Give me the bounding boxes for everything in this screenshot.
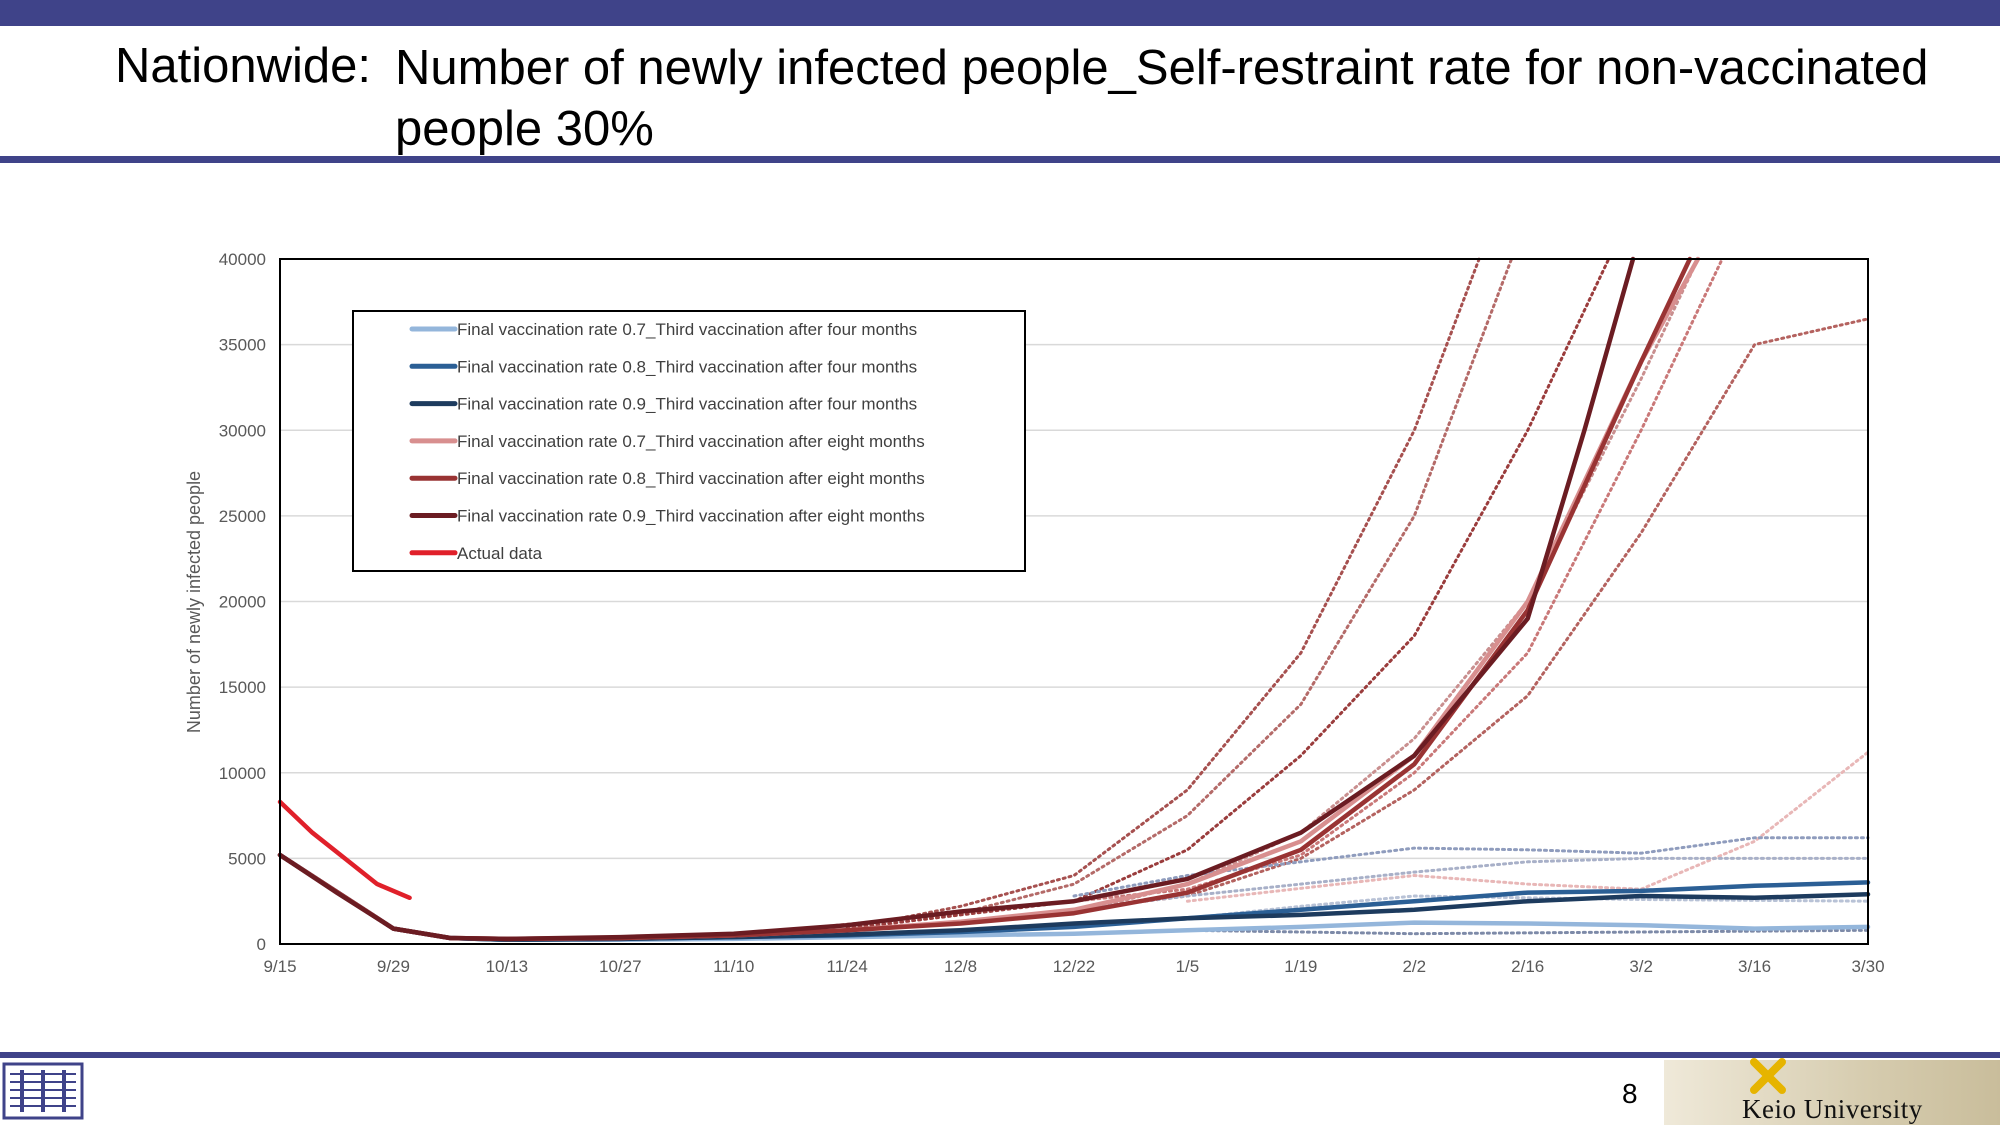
- keio-university-logo: Keio University: [1664, 1058, 2000, 1125]
- keio-university-wordmark: Keio University: [1742, 1094, 1923, 1124]
- y-tick-label: 35000: [219, 336, 266, 355]
- series-line: [277, 256, 1636, 942]
- legend-entry: Final vaccination rate 0.8_Third vaccina…: [457, 469, 925, 488]
- legend-entry: Final vaccination rate 0.9_Third vaccina…: [457, 507, 925, 526]
- x-tick-label: 10/13: [486, 957, 529, 976]
- x-tick-label: 3/30: [1851, 957, 1884, 976]
- x-tick-label: 2/16: [1511, 957, 1544, 976]
- x-tick-label: 1/5: [1176, 957, 1200, 976]
- x-tick-label: 9/29: [377, 957, 410, 976]
- chart-legend: Final vaccination rate 0.7_Third vaccina…: [352, 310, 1026, 572]
- legend-box: [352, 310, 1026, 572]
- y-tick-label: 30000: [219, 421, 266, 440]
- y-tick-label: 10000: [219, 764, 266, 783]
- chart-series: [277, 256, 1871, 942]
- y-tick-label: 25000: [219, 507, 266, 526]
- y-tick-label: 15000: [219, 678, 266, 697]
- title-divider: [0, 156, 2000, 163]
- x-tick-label: 12/22: [1053, 957, 1096, 976]
- line-chart: 0 5000 10000 15000 20000 25000 30000 35000 40000…: [184, 250, 1885, 976]
- y-tick-label: 40000: [219, 250, 266, 269]
- x-tick-label: 9/15: [263, 957, 296, 976]
- legend-entry: Final vaccination rate 0.7_Third vaccina…: [457, 320, 917, 339]
- y-axis-label: Number of newly infected people: [184, 471, 204, 733]
- y-tick-labels: 0 5000 10000 15000 20000 25000 30000 35000 40000: [219, 250, 266, 954]
- scenario-dotted-line: [1185, 750, 1870, 903]
- x-tick-label: 12/8: [944, 957, 977, 976]
- x-tick-label: 11/24: [827, 957, 868, 976]
- plot-frame: [279, 258, 1869, 945]
- x-tick-labels: 9/15 9/29 10/13 10/27 11/10 11/24 12/8 12/22 1/5…: [263, 957, 1884, 976]
- pen-crest-icon: [1750, 1058, 1786, 1094]
- x-tick-label: 3/2: [1629, 957, 1653, 976]
- slide-title-label: Nationwide:: [115, 39, 372, 93]
- scenario-dotted-line: [1072, 856, 1870, 912]
- scenario-dotted-line: [959, 317, 1870, 925]
- page-number: 8: [1622, 1078, 1638, 1109]
- institute-logo-icon: [2, 1062, 84, 1120]
- scenario-dotted-line: [845, 257, 1481, 931]
- x-tick-label: 10/27: [599, 957, 642, 976]
- x-tick-label: 2/2: [1402, 957, 1426, 976]
- y-tick-label: 0: [257, 935, 266, 954]
- x-tick-label: 3/16: [1738, 957, 1771, 976]
- x-tick-label: 1/19: [1284, 957, 1317, 976]
- legend-entry: Actual data: [457, 544, 543, 563]
- slide-title: Number of newly infected people_Self-res…: [395, 41, 1929, 156]
- legend-entry: Final vaccination rate 0.8_Third vaccina…: [457, 357, 917, 376]
- series-line: [277, 799, 412, 901]
- scenario-dotted-line: [1185, 928, 1870, 936]
- legend-entry: Final vaccination rate 0.9_Third vaccina…: [457, 395, 917, 414]
- top-banner: [0, 0, 2000, 26]
- scenario-dotted-line: [1072, 257, 1724, 903]
- y-tick-label: 20000: [219, 593, 266, 612]
- legend-entry: Final vaccination rate 0.7_Third vaccina…: [457, 432, 925, 451]
- y-tick-label: 5000: [228, 849, 266, 868]
- x-tick-label: 11/10: [713, 957, 754, 976]
- footer-divider: [0, 1052, 2000, 1058]
